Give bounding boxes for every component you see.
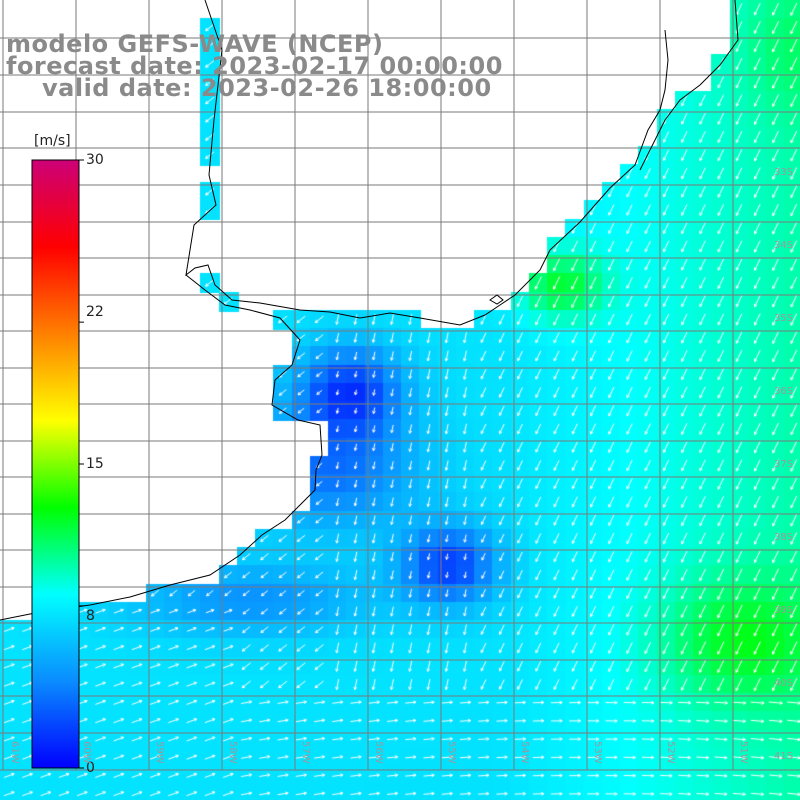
title-model: modelo GEFS-WAVE (NCEP) (6, 30, 384, 58)
lon-label: 58W (227, 741, 238, 764)
lat-label: 40S (774, 678, 794, 689)
lat-label: 38S (774, 532, 794, 543)
lat-label: 37S (774, 459, 794, 470)
colorbar-tick-8: 8 (86, 608, 95, 624)
lon-label: 53W (592, 741, 603, 764)
lat-label: 41S (774, 751, 794, 762)
brazil-coastline (639, 0, 739, 171)
colorbar-tick-22: 22 (86, 304, 104, 320)
lat-label: 36S (774, 386, 794, 397)
lon-label: 59W (154, 741, 165, 764)
uruguay-coastline (185, 0, 669, 326)
lon-label: 51W (738, 741, 749, 764)
colorbar-tick-30: 30 (86, 152, 104, 168)
lon-label: 61W (9, 741, 20, 764)
lon-label: 52W (665, 741, 676, 764)
lon-label: 57W (300, 741, 311, 764)
lat-lon-grid (0, 0, 800, 771)
lon-label: 55W (446, 741, 457, 764)
colorbar-tick-0: 0 (86, 760, 95, 776)
island-outline (489, 294, 504, 305)
colorbar-ramp (31, 159, 80, 769)
lon-label: 56W (373, 741, 384, 764)
title-valid-date: valid date: 2023-02-26 18:00:00 (42, 74, 492, 102)
colorbar-unit: [m/s] (34, 133, 71, 149)
lat-label: 39S (774, 605, 794, 616)
lat-label: 35S (774, 313, 794, 324)
lat-label: 34S (774, 240, 794, 251)
coastline (0, 0, 739, 621)
argentina-coastline (0, 274, 323, 621)
colorbar-tick-15: 15 (86, 456, 104, 472)
lon-label: 54W (519, 741, 530, 764)
lat-label: 33S (774, 167, 794, 178)
colorbar (31, 159, 84, 769)
title-forecast-date: forecast date: 2023-02-17 00:00:00 (6, 52, 503, 80)
lon-label: 60W (81, 741, 92, 764)
